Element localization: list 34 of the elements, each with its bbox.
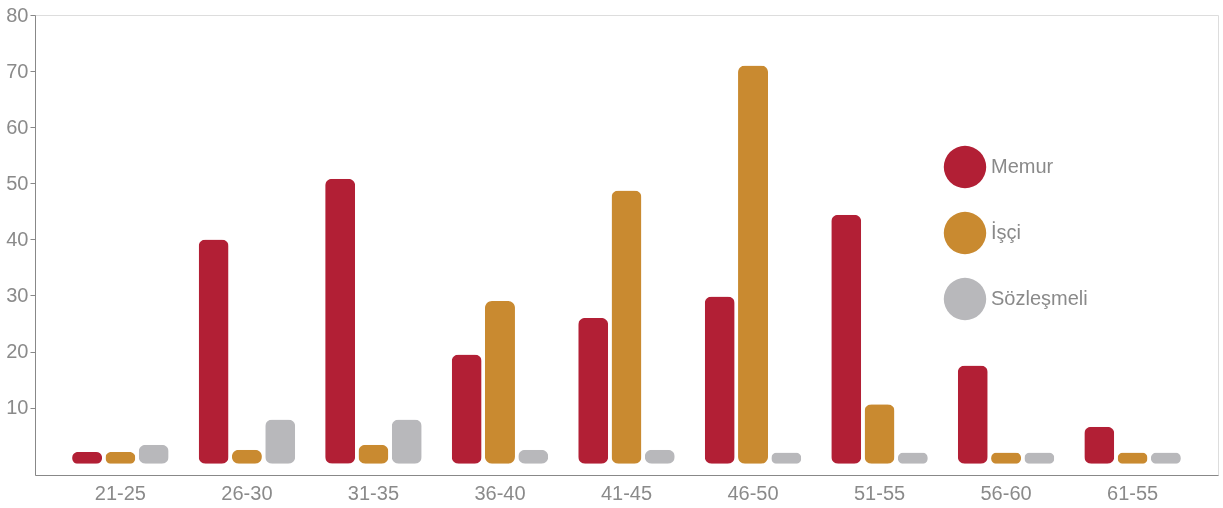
legend-label: Memur: [991, 155, 1054, 177]
bar: [704, 296, 735, 464]
y-tick-label: 70: [6, 59, 29, 82]
bar: [578, 317, 609, 464]
legend-label: Sözleşmeli: [991, 287, 1088, 309]
x-tick-label: 56-60: [980, 481, 1032, 504]
bar: [265, 419, 296, 464]
x-tick-label: 31-35: [347, 481, 400, 504]
y-tick-label: 30: [6, 283, 29, 306]
bar: [1084, 426, 1115, 464]
legend-label: İşçi: [991, 221, 1021, 243]
bar: [484, 301, 515, 464]
x-tick-label: 46-50: [727, 481, 779, 504]
bar: [451, 354, 482, 464]
x-tick-label: 26-30: [221, 481, 273, 504]
y-tick-label: 60: [6, 115, 29, 138]
y-tick-label: 50: [6, 171, 29, 194]
x-tick-label: 41-45: [600, 481, 653, 504]
bar: [864, 404, 895, 464]
x-tick-label: 61-55: [1107, 481, 1159, 504]
x-tick-label: 51-55: [853, 481, 906, 504]
y-tick-label: 40: [6, 227, 29, 250]
bar: [831, 214, 862, 464]
y-tick-label: 20: [6, 340, 29, 363]
x-tick-label: 21-25: [94, 481, 146, 504]
bar: [325, 178, 356, 464]
y-tick-label: 80: [6, 3, 29, 26]
bar: [957, 365, 988, 464]
x-tick-label: 36-40: [474, 481, 526, 504]
bar: [391, 419, 422, 464]
bar: [611, 190, 642, 464]
bar: [198, 239, 229, 464]
y-tick-label: 10: [6, 396, 29, 419]
bar: [738, 65, 769, 464]
